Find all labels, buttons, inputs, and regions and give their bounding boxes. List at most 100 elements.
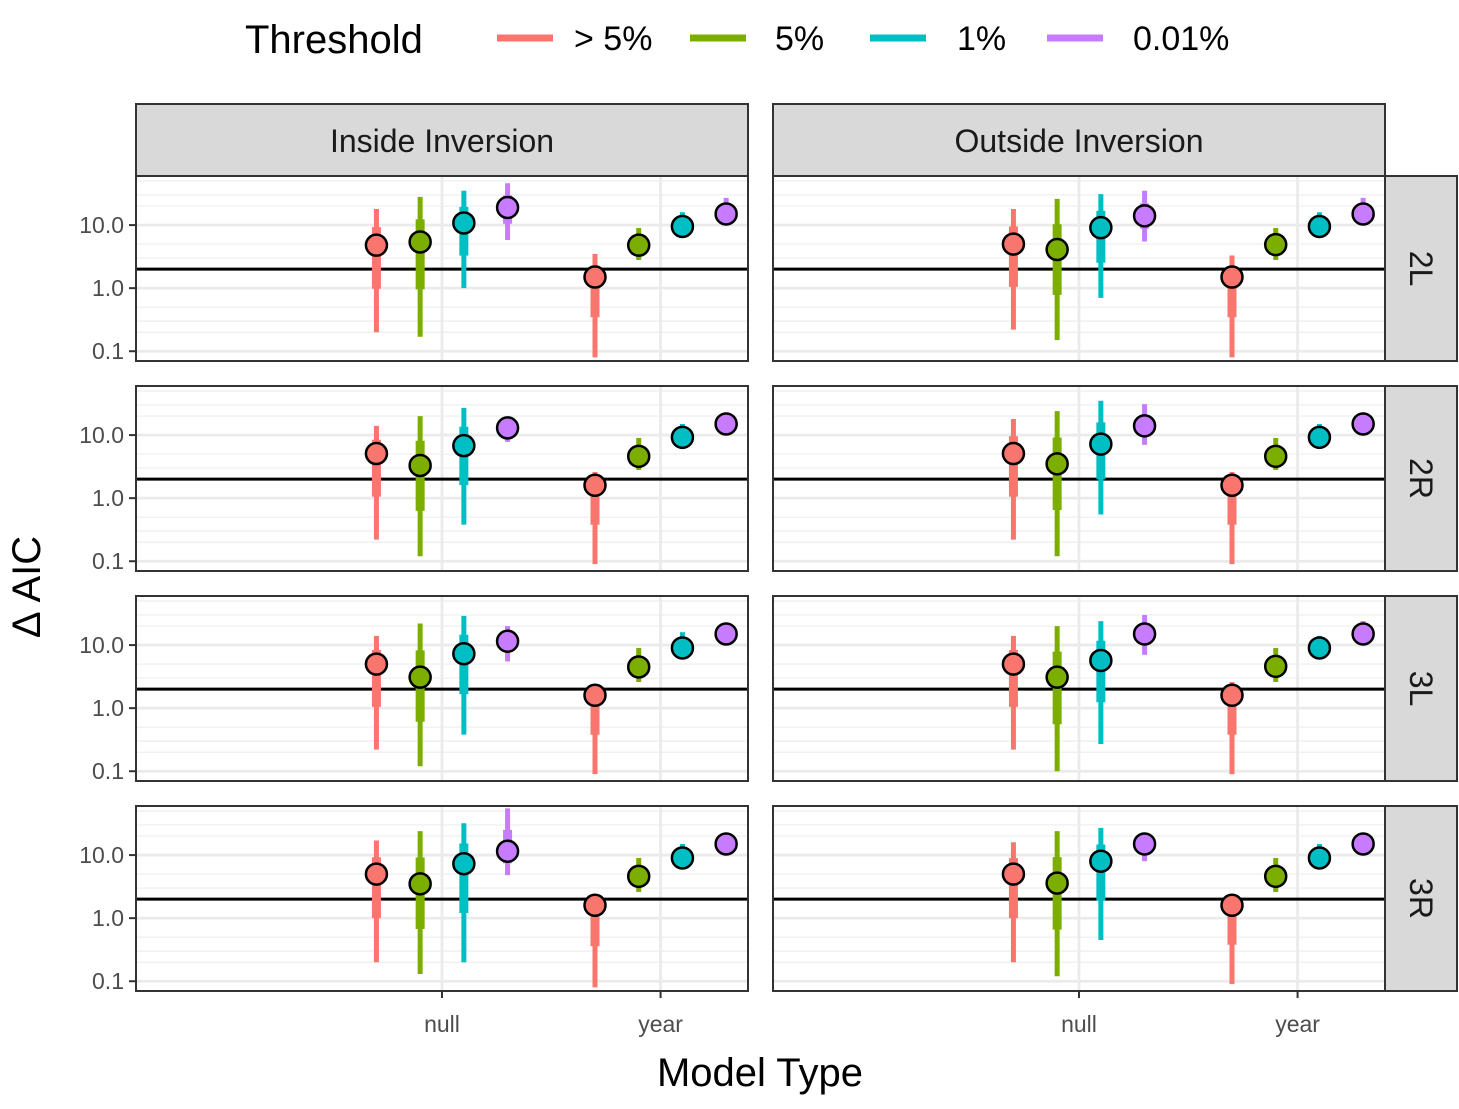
data-point — [495, 195, 520, 220]
legend-label: 1% — [957, 20, 1006, 58]
panel-border — [772, 175, 1386, 362]
strip-background — [1384, 175, 1458, 362]
strip-background — [135, 103, 749, 177]
data-point — [495, 416, 520, 440]
panel — [772, 595, 1386, 782]
row-strip: 3R — [1384, 805, 1458, 992]
column-strip-label: Inside Inversion — [330, 123, 554, 159]
data-point — [670, 425, 695, 450]
data-point — [364, 441, 389, 466]
data-point — [626, 655, 651, 679]
panel-border — [772, 385, 1386, 572]
data-point — [714, 412, 738, 436]
y-tick-label: 1.0 — [92, 905, 124, 931]
data-point — [1220, 473, 1244, 498]
panel: 0.1 1.0 10.0 — [79, 175, 749, 364]
data-point — [1045, 237, 1069, 262]
panel — [772, 175, 1386, 362]
data-point — [626, 864, 651, 889]
data-point — [626, 233, 651, 257]
data-point — [1132, 204, 1157, 228]
data-point — [1263, 654, 1288, 679]
data-point — [452, 211, 476, 235]
data-point — [364, 233, 389, 257]
x-tick-label: null — [1061, 1011, 1097, 1037]
data-point — [1351, 622, 1375, 646]
data-point — [408, 872, 432, 896]
data-point — [1307, 846, 1332, 870]
data-point — [1220, 683, 1244, 708]
data-point — [1089, 215, 1113, 240]
panel-border — [772, 595, 1386, 782]
data-point — [714, 832, 738, 856]
y-tick-label: 10.0 — [79, 212, 124, 238]
x-tick-label: null — [424, 1011, 460, 1037]
data-point — [583, 473, 607, 498]
y-tick-label: 10.0 — [79, 842, 124, 868]
data-point — [1263, 232, 1288, 257]
panel — [772, 385, 1386, 572]
legend-entry: 0.01% — [1047, 20, 1229, 58]
data-point — [1045, 452, 1069, 476]
data-point — [583, 893, 607, 918]
panel: null year — [772, 805, 1386, 1037]
legend-entry: > 5% — [497, 20, 652, 58]
data-point — [1351, 412, 1375, 436]
data-point — [1351, 832, 1375, 856]
row-strip: 2R — [1384, 385, 1458, 572]
y-tick-label: 10.0 — [79, 632, 124, 658]
column-strip: Inside Inversion — [135, 103, 749, 177]
data-point — [1351, 202, 1375, 226]
panel-border — [135, 175, 749, 362]
data-point — [1001, 232, 1026, 256]
y-tick-label: 0.1 — [92, 548, 124, 574]
data-point — [1132, 414, 1157, 438]
y-tick-label: 1.0 — [92, 485, 124, 511]
data-point — [714, 622, 738, 646]
data-point — [1132, 622, 1157, 646]
legend-title: Threshold — [245, 18, 423, 62]
row-strip-label: 3R — [1403, 878, 1439, 919]
data-point — [364, 862, 389, 886]
y-tick-label: 1.0 — [92, 275, 124, 301]
data-point — [495, 629, 520, 654]
data-point — [495, 839, 520, 864]
y-axis-title: Δ AIC — [5, 536, 49, 638]
y-tick-label: 0.1 — [92, 758, 124, 784]
data-point — [1263, 444, 1288, 469]
data-point — [408, 453, 432, 478]
legend-entry: 5% — [690, 20, 824, 58]
data-point — [1001, 862, 1026, 886]
column-strip: Outside Inversion — [772, 103, 1386, 177]
data-point — [452, 641, 476, 666]
data-point — [714, 202, 738, 226]
legend-label: 5% — [775, 20, 824, 58]
y-tick-label: 10.0 — [79, 422, 124, 448]
y-tick-label: 0.1 — [92, 968, 124, 994]
data-point — [583, 683, 607, 708]
data-point — [1089, 432, 1113, 456]
panel: 0.1 1.0 10.0 — [79, 595, 749, 784]
data-point — [1307, 214, 1332, 239]
data-point — [1045, 871, 1069, 895]
panel: 0.1 1.0 10.0 — [79, 385, 749, 574]
data-point — [670, 636, 695, 660]
data-point — [583, 265, 607, 289]
x-tick-label: year — [638, 1011, 683, 1037]
legend-entry: 1% — [870, 20, 1006, 58]
data-point — [1307, 636, 1332, 660]
y-tick-label: 0.1 — [92, 338, 124, 364]
panel-border — [135, 385, 749, 572]
panel: 0.1 1.0 10.0 null year — [79, 805, 749, 1037]
data-point — [408, 230, 432, 254]
data-point — [1001, 652, 1026, 676]
row-strip: 2L — [1384, 175, 1458, 362]
data-point — [626, 444, 651, 469]
x-axis-title: Model Type — [657, 1051, 863, 1095]
data-point — [1001, 441, 1026, 466]
data-point — [1089, 849, 1113, 873]
data-point — [452, 851, 476, 876]
row-strip: 3L — [1384, 595, 1458, 782]
data-point — [364, 652, 389, 676]
legend-label: > 5% — [574, 20, 652, 58]
